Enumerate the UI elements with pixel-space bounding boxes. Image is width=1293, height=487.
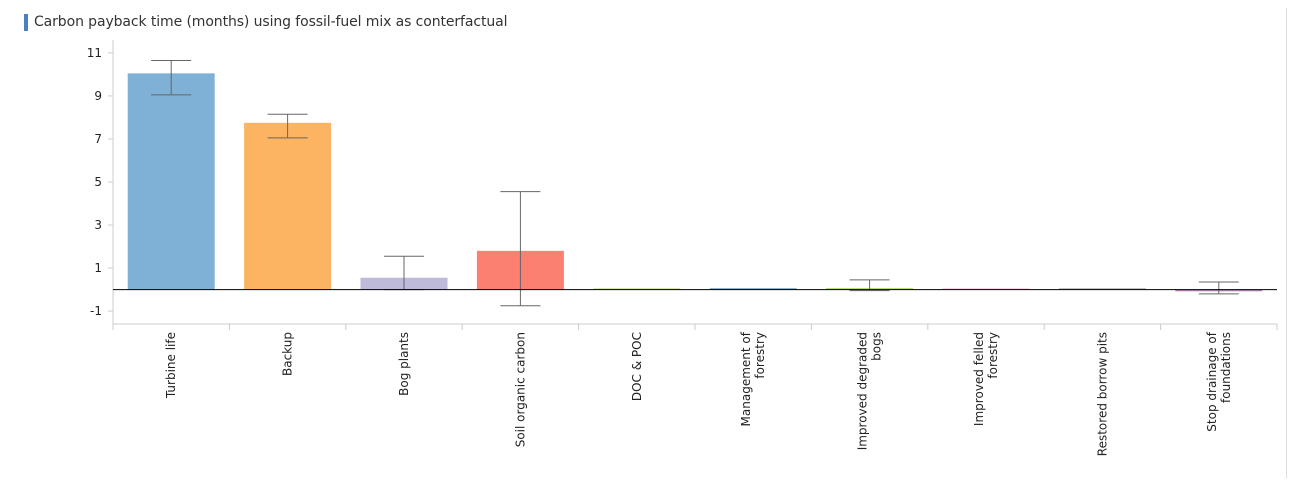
y-tick-label: 3 — [94, 218, 102, 232]
bar — [244, 122, 332, 290]
y-tick-label: 9 — [94, 89, 102, 103]
x-category-label: forestry — [986, 332, 1000, 379]
chart-title: Carbon payback time (months) using fossi… — [34, 14, 508, 30]
y-tick-label: 11 — [87, 46, 102, 60]
x-category-label: forestry — [753, 332, 767, 379]
x-category-label: Stop drainage of — [1205, 331, 1219, 431]
bar — [942, 288, 1030, 290]
x-category-label: Restored borrow pits — [1095, 332, 1109, 456]
x-category-label: Turbine life — [164, 332, 178, 399]
x-category-label: bogs — [870, 332, 884, 361]
x-category-label: foundations — [1219, 332, 1233, 403]
x-category-label: Backup — [281, 332, 295, 376]
y-tick-label: 1 — [94, 261, 102, 275]
title-marker — [24, 13, 28, 31]
y-tick-label: 7 — [94, 132, 102, 146]
x-category-label: Soil organic carbon — [513, 332, 527, 447]
chart-title-group: Carbon payback time (months) using fossi… — [24, 12, 508, 32]
x-category-label: Improved degraded — [856, 332, 870, 450]
x-category-label: Management of — [739, 331, 753, 426]
bar — [593, 288, 681, 290]
bar — [709, 288, 797, 290]
x-category-label: DOC & POC — [630, 332, 644, 401]
x-category-label: Bog plants — [397, 332, 411, 396]
bar — [127, 73, 215, 290]
y-tick-label: -1 — [90, 304, 102, 318]
y-tick-label: 5 — [94, 175, 102, 189]
bar — [1058, 288, 1146, 290]
panel-right-border — [1286, 8, 1287, 478]
x-category-label: Improved felled — [972, 332, 986, 426]
